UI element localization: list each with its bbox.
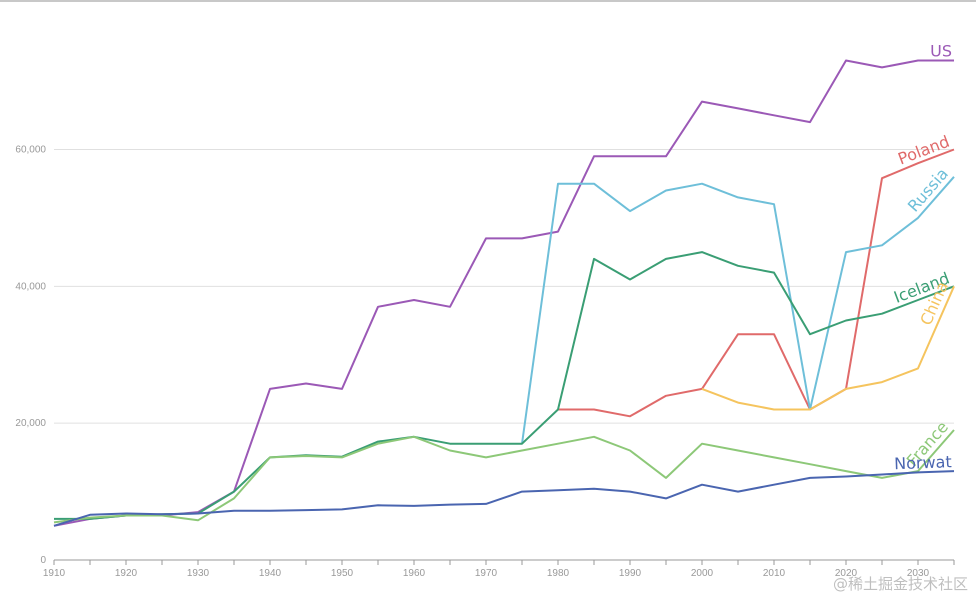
- series-lines: [53, 59, 955, 527]
- x-tick-label: 2000: [691, 568, 714, 579]
- series-line-poland: [558, 148, 955, 418]
- x-tick-label: 2030: [907, 568, 930, 579]
- series-line-us: [53, 59, 954, 527]
- x-tick-label: 1920: [115, 568, 138, 579]
- x-tick-label: 1940: [259, 568, 282, 579]
- x-tick-label: 2010: [763, 568, 786, 579]
- x-tick-label: 1910: [43, 568, 66, 579]
- series-line-china: [701, 285, 955, 411]
- axes: 0 20,000 40,000 60,000 1910 1920 1930 1940 1950 1…: [15, 144, 955, 579]
- series-line-france: [53, 429, 955, 524]
- x-tick-label: 1960: [403, 568, 426, 579]
- watermark-text: @稀土掘金技术社区: [832, 575, 968, 593]
- y-tick-label: 60,000: [15, 144, 46, 155]
- x-tick-label: 1950: [331, 568, 354, 579]
- x-tick-label: 1930: [187, 568, 210, 579]
- x-tick-label: 1970: [475, 568, 498, 579]
- x-tick-label: 1990: [619, 568, 642, 579]
- series-line-russia: [521, 176, 955, 444]
- y-tick-label: 0: [40, 555, 46, 566]
- series-label-poland: Poland: [895, 132, 952, 169]
- y-tick-label: 40,000: [15, 281, 46, 292]
- series-label-norwat: Norwat: [894, 452, 952, 473]
- top-border: [0, 0, 976, 2]
- series-line-norwat: [53, 470, 955, 527]
- x-tick-label: 1980: [547, 568, 570, 579]
- x-tick-label: 2020: [835, 568, 858, 579]
- series-label-us: US: [930, 42, 952, 61]
- series-line-iceland: [54, 251, 955, 520]
- grid-lines: [54, 148, 954, 424]
- y-tick-label: 20,000: [15, 418, 46, 429]
